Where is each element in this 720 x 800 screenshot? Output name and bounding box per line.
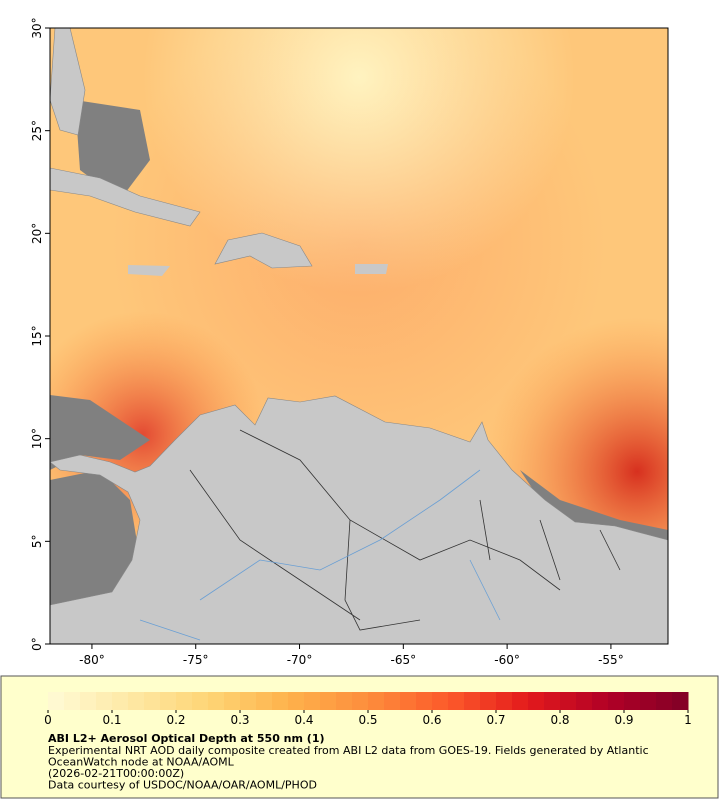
land bbox=[355, 264, 388, 274]
no-data bbox=[50, 395, 150, 470]
colorbar-tick-label: 0.2 bbox=[166, 713, 185, 727]
colorbar-swatch bbox=[448, 692, 465, 710]
x-tick-label: -60° bbox=[494, 653, 520, 667]
colorbar-swatch bbox=[160, 692, 177, 710]
colorbar-tick-label: 0.9 bbox=[614, 713, 633, 727]
x-tick-label: -80° bbox=[79, 653, 105, 667]
colorbar-swatch bbox=[512, 692, 529, 710]
colorbar-swatch bbox=[352, 692, 369, 710]
x-tick-label: -65° bbox=[391, 653, 417, 667]
colorbar-swatch bbox=[560, 692, 577, 710]
caption-line: OceanWatch node at NOAA/AOML bbox=[48, 756, 235, 769]
colorbar-swatch bbox=[224, 692, 241, 710]
colorbar-swatch bbox=[480, 692, 497, 710]
colorbar-swatch bbox=[80, 692, 97, 710]
no-data bbox=[520, 470, 668, 545]
colorbar-swatch bbox=[432, 692, 449, 710]
y-tick-label: 30° bbox=[30, 17, 44, 38]
no-data bbox=[75, 100, 150, 200]
colorbar-swatch bbox=[192, 692, 209, 710]
colorbar-swatch bbox=[240, 692, 257, 710]
colorbar-swatch bbox=[496, 692, 513, 710]
colorbar-tick-label: 0.7 bbox=[486, 713, 505, 727]
x-tick-label: -55° bbox=[598, 653, 624, 667]
land bbox=[128, 265, 170, 276]
y-tick-label: 0° bbox=[30, 637, 44, 651]
y-tick-label: 5° bbox=[30, 535, 44, 549]
caption-line: Experimental NRT AOD daily composite cre… bbox=[48, 744, 649, 757]
y-tick-label: 20° bbox=[30, 223, 44, 244]
y-tick-label: 10° bbox=[30, 428, 44, 449]
colorbar-swatch bbox=[304, 692, 321, 710]
colorbar-swatch bbox=[96, 692, 113, 710]
colorbar-swatch bbox=[400, 692, 417, 710]
colorbar-swatch bbox=[656, 692, 673, 710]
colorbar-swatch bbox=[64, 692, 81, 710]
colorbar-swatch bbox=[416, 692, 433, 710]
map-image bbox=[50, 28, 668, 644]
y-tick-label: 25° bbox=[30, 120, 44, 141]
river bbox=[139, 469, 501, 641]
colorbar-tick-label: 0.8 bbox=[550, 713, 569, 727]
colorbar-swatch bbox=[112, 692, 129, 710]
colorbar-swatch bbox=[272, 692, 289, 710]
colorbar-tick-label: 0.5 bbox=[358, 713, 377, 727]
colorbar-swatch bbox=[544, 692, 561, 710]
caption-line: Data courtesy of USDOC/NOAA/OAR/AOML/PHO… bbox=[48, 779, 317, 792]
colorbar-tick-label: 0.4 bbox=[294, 713, 313, 727]
land bbox=[50, 167, 201, 227]
colorbar-swatch bbox=[336, 692, 353, 710]
colorbar-swatch bbox=[576, 692, 593, 710]
no-data bbox=[50, 470, 140, 610]
land bbox=[50, 395, 668, 644]
colorbar-swatch bbox=[608, 692, 625, 710]
colorbar-title: ABI L2+ Aerosol Optical Depth at 550 nm … bbox=[48, 732, 325, 745]
y-tick-label: 15° bbox=[30, 325, 44, 346]
colorbar-swatch bbox=[368, 692, 385, 710]
colorbar-swatch bbox=[128, 692, 145, 710]
x-tick-label: -75° bbox=[183, 653, 209, 667]
colorbar-swatch bbox=[144, 692, 161, 710]
colorbar-swatch bbox=[672, 692, 689, 710]
colorbar-tick-label: 1 bbox=[684, 713, 692, 727]
caption-line: (2026-02-21T00:00:00Z) bbox=[48, 767, 184, 780]
colorbar-swatch bbox=[464, 692, 481, 710]
colorbar-swatch bbox=[256, 692, 273, 710]
border bbox=[189, 429, 621, 631]
colorbar-swatch bbox=[176, 692, 193, 710]
colorbar-swatch bbox=[624, 692, 641, 710]
colorbar-swatch bbox=[288, 692, 305, 710]
colorbar-tick-label: 0.3 bbox=[230, 713, 249, 727]
land bbox=[214, 232, 313, 269]
colorbar-swatch bbox=[48, 692, 65, 710]
colorbar-tick-label: 0.6 bbox=[422, 713, 441, 727]
colorbar-swatch bbox=[592, 692, 609, 710]
colorbar-tick-label: 0.1 bbox=[102, 713, 121, 727]
colorbar-swatch bbox=[320, 692, 337, 710]
colorbar-swatch bbox=[640, 692, 657, 710]
colorbar-tick-label: 0 bbox=[44, 713, 52, 727]
colorbar-swatch bbox=[208, 692, 225, 710]
x-tick-label: -70° bbox=[287, 653, 313, 667]
colorbar-swatch bbox=[384, 692, 401, 710]
land bbox=[50, 28, 86, 136]
colorbar-swatch bbox=[528, 692, 545, 710]
